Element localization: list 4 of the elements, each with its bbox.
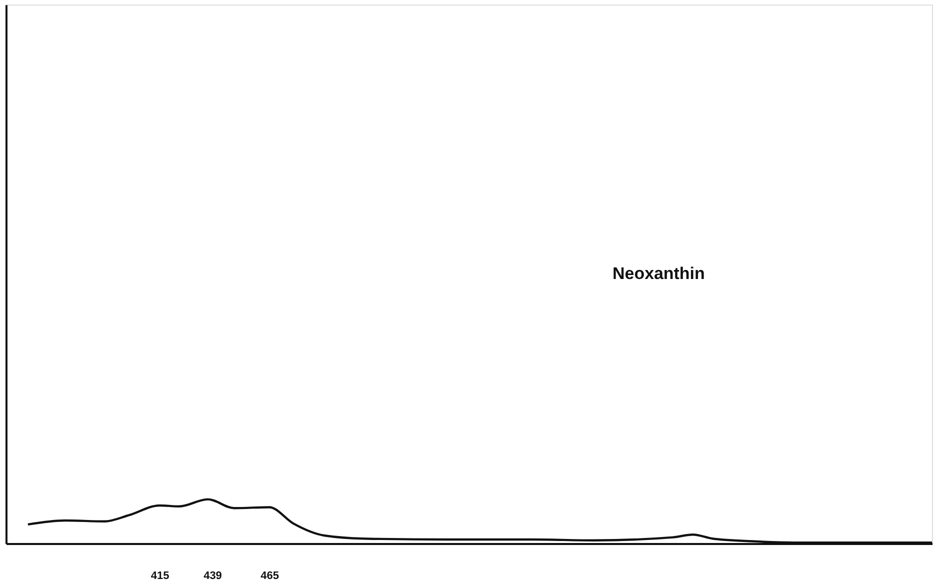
text: Neoxanthin (612, 264, 705, 284)
x-tick-label: 465 (260, 570, 279, 582)
x-tick-label: 439 (204, 570, 222, 582)
x-tick-label: 415 (150, 570, 170, 582)
